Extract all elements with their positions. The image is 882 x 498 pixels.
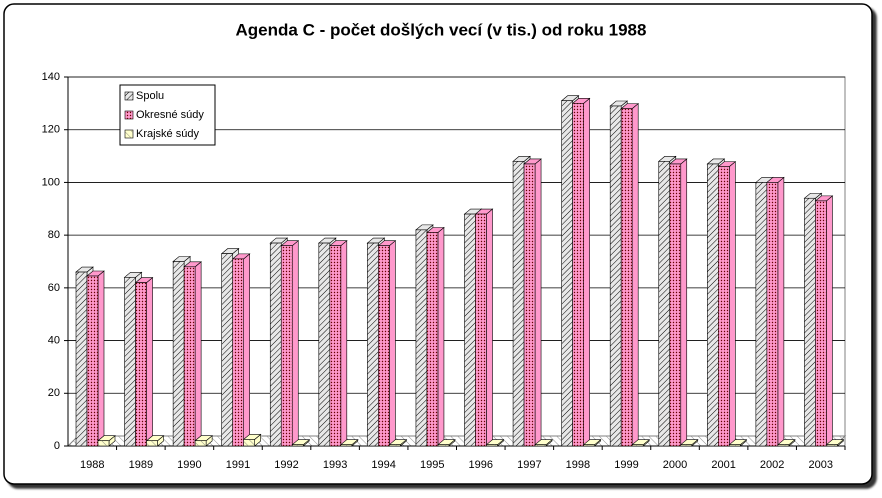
bar	[631, 444, 644, 447]
x-tick-label: 1989	[129, 459, 153, 471]
x-tick-label: 1994	[371, 459, 395, 471]
bar	[669, 163, 682, 447]
bar	[318, 242, 331, 447]
bar-side	[534, 158, 542, 447]
x-tick-label: 1997	[517, 459, 541, 471]
x-tick-label: 2003	[808, 459, 832, 471]
bar-side	[680, 158, 688, 447]
bar	[232, 258, 244, 447]
x-tick-label: 1990	[177, 459, 201, 471]
y-tick-label: 60	[48, 282, 60, 294]
x-tick-label: 2000	[663, 459, 687, 471]
bar	[97, 440, 110, 447]
legend-swatch-pattern	[125, 111, 133, 119]
bar	[609, 105, 622, 447]
y-tick-label: 80	[48, 229, 60, 241]
bar	[291, 444, 304, 447]
x-tick-label: 2002	[760, 459, 784, 471]
bar	[329, 245, 342, 447]
x-tick-label: 1996	[469, 459, 493, 471]
bar	[620, 108, 633, 447]
y-tick-label: 140	[42, 71, 60, 83]
bar	[280, 245, 293, 447]
y-tick-label: 100	[42, 176, 60, 188]
bar	[146, 440, 158, 447]
bar-side	[146, 276, 153, 447]
bar	[75, 271, 88, 447]
bar	[561, 100, 573, 447]
bar	[437, 444, 450, 447]
bar	[124, 277, 136, 447]
bar	[269, 242, 282, 447]
legend-label: Okresné súdy	[136, 109, 204, 121]
x-tick-label: 1991	[226, 459, 250, 471]
bar	[658, 161, 671, 447]
bar	[755, 182, 768, 447]
bar-side	[97, 270, 105, 447]
y-tick-label: 40	[48, 334, 60, 346]
legend-label: Krajské súdy	[136, 128, 199, 140]
bar	[826, 444, 838, 447]
y-tick-label: 0	[54, 440, 60, 452]
bar	[172, 261, 185, 447]
x-tick-label: 1988	[80, 459, 104, 471]
bar	[707, 163, 719, 447]
bar	[243, 439, 255, 447]
x-tick-label: 1999	[614, 459, 638, 471]
chart-title: Agenda C - počet došlých vecí (v tis.) o…	[236, 20, 647, 39]
bar	[464, 213, 476, 447]
bar-side	[777, 176, 785, 447]
bar	[583, 444, 595, 447]
bar	[86, 275, 99, 447]
bar	[221, 253, 233, 447]
bar	[718, 166, 730, 447]
bar	[680, 444, 693, 447]
bar	[804, 197, 816, 447]
bar	[512, 161, 525, 447]
bar	[378, 245, 390, 447]
bar-side	[243, 253, 250, 447]
bar-side	[340, 240, 348, 447]
bar	[815, 200, 827, 447]
bar	[194, 440, 207, 447]
bar-side	[826, 195, 833, 447]
x-tick-label: 1998	[566, 459, 590, 471]
bar	[729, 444, 741, 447]
bar	[523, 163, 536, 447]
bar	[572, 103, 584, 447]
bar-side	[486, 208, 493, 447]
y-tick-label: 20	[48, 387, 60, 399]
bar	[475, 213, 487, 447]
bar-side	[729, 160, 736, 447]
bar	[426, 232, 439, 447]
bar	[486, 444, 498, 447]
bar	[135, 282, 147, 447]
bar	[389, 444, 401, 447]
bar-side	[631, 102, 639, 447]
bar	[766, 182, 779, 447]
bar	[415, 229, 428, 447]
bar-side	[437, 226, 445, 447]
x-tick-label: 1995	[420, 459, 444, 471]
bar	[367, 242, 379, 447]
bar	[183, 266, 196, 447]
x-tick-label: 2001	[711, 459, 735, 471]
x-tick-label: 1992	[274, 459, 298, 471]
bar-side	[194, 261, 202, 447]
bar	[777, 444, 790, 447]
y-tick-label: 120	[42, 124, 60, 136]
legend-swatch-pattern	[125, 130, 133, 138]
legend	[119, 84, 216, 146]
bar	[534, 444, 547, 447]
legend-swatch-pattern	[125, 92, 133, 100]
bar-side	[389, 240, 396, 447]
bar-side	[291, 240, 299, 447]
bar	[340, 444, 353, 447]
bar-side	[583, 97, 590, 447]
x-tick-label: 1993	[323, 459, 347, 471]
legend-label: Spolu	[136, 90, 164, 102]
